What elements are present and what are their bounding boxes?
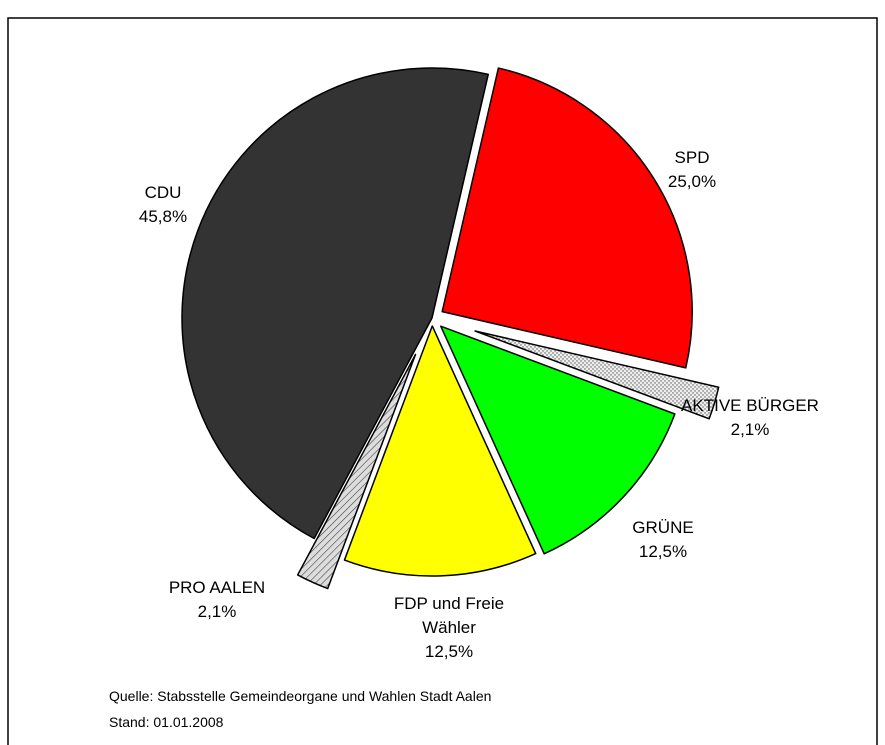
- slice-value: 45,8%: [138, 207, 188, 226]
- frame: [7, 17, 878, 745]
- slice-value: 2,1%: [197, 602, 237, 621]
- pie-slice: [296, 353, 417, 590]
- slice-label: PRO AALEN: [168, 578, 266, 597]
- pie-slice: [343, 325, 537, 577]
- pie-slice: [440, 325, 676, 555]
- slice-label: CDU: [144, 183, 182, 202]
- source-note: Quelle: Stabsstelle Gemeindeorgane und W…: [109, 688, 492, 704]
- slice-value: 12,5%: [424, 642, 474, 661]
- pie-slice: [181, 67, 489, 540]
- slice-label: AKTIVE BÜRGER: [681, 396, 819, 415]
- slice-label: GRÜNE: [632, 518, 694, 537]
- slice-value: 2,1%: [730, 420, 770, 439]
- slice-value: 12,5%: [638, 542, 688, 561]
- date-note: Stand: 01.01.2008: [109, 714, 224, 730]
- slice-label: SPD: [674, 148, 710, 167]
- pie-slice: [441, 67, 693, 369]
- pie-slice: [474, 330, 720, 420]
- slice-label: FDP und Freie Wähler: [393, 594, 505, 637]
- slice-value: 25,0%: [667, 172, 717, 191]
